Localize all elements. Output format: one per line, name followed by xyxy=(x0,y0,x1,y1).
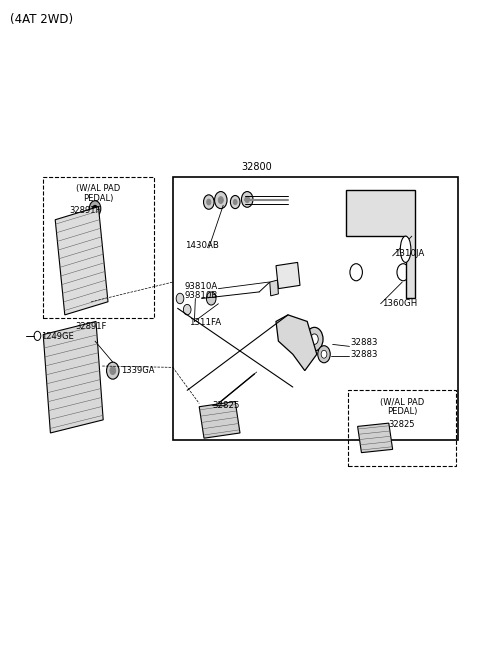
Circle shape xyxy=(233,199,237,205)
Text: 1339GA: 1339GA xyxy=(121,366,155,375)
Circle shape xyxy=(89,201,101,216)
Polygon shape xyxy=(199,401,240,438)
Bar xyxy=(43,177,154,318)
Polygon shape xyxy=(43,321,103,433)
Circle shape xyxy=(306,327,323,351)
Circle shape xyxy=(204,195,214,209)
Text: 32891F: 32891F xyxy=(75,322,107,331)
Polygon shape xyxy=(270,280,278,296)
Text: 32891F: 32891F xyxy=(70,206,101,215)
Circle shape xyxy=(207,199,211,205)
Circle shape xyxy=(107,362,119,379)
Circle shape xyxy=(183,304,191,315)
Polygon shape xyxy=(358,423,393,453)
Circle shape xyxy=(241,192,253,207)
Polygon shape xyxy=(276,262,300,289)
Bar xyxy=(173,177,458,440)
Circle shape xyxy=(311,334,318,344)
Circle shape xyxy=(206,292,216,305)
Circle shape xyxy=(277,268,283,276)
Bar xyxy=(348,390,456,466)
Text: 32883: 32883 xyxy=(350,350,378,359)
Circle shape xyxy=(395,215,407,232)
Polygon shape xyxy=(276,315,317,371)
Text: (W/AL PAD: (W/AL PAD xyxy=(380,398,424,407)
Text: (W/AL PAD: (W/AL PAD xyxy=(76,184,120,194)
Text: 32825: 32825 xyxy=(389,420,415,429)
Text: (4AT 2WD): (4AT 2WD) xyxy=(10,13,73,26)
Text: 93810A: 93810A xyxy=(185,282,218,291)
Text: 1360GH: 1360GH xyxy=(382,298,417,308)
Text: 32800: 32800 xyxy=(241,162,272,173)
Ellipse shape xyxy=(400,236,411,262)
Circle shape xyxy=(318,346,330,363)
Text: 1310JA: 1310JA xyxy=(394,249,424,258)
Circle shape xyxy=(284,267,290,275)
Text: 1311FA: 1311FA xyxy=(189,318,221,327)
Circle shape xyxy=(176,293,184,304)
Circle shape xyxy=(110,367,116,375)
Circle shape xyxy=(291,266,297,274)
Circle shape xyxy=(93,205,97,212)
Text: PEDAL): PEDAL) xyxy=(387,407,417,417)
Circle shape xyxy=(215,192,227,209)
Text: 93810B: 93810B xyxy=(185,291,218,300)
Polygon shape xyxy=(55,207,108,315)
Circle shape xyxy=(218,197,223,203)
Text: 1430AB: 1430AB xyxy=(185,241,219,251)
Circle shape xyxy=(321,350,327,358)
Polygon shape xyxy=(346,190,415,298)
Circle shape xyxy=(350,264,362,281)
Text: 32825: 32825 xyxy=(213,401,240,410)
Circle shape xyxy=(397,264,409,281)
Circle shape xyxy=(350,195,362,212)
Text: 32883: 32883 xyxy=(350,338,378,347)
Circle shape xyxy=(230,195,240,209)
Circle shape xyxy=(245,196,250,203)
Text: PEDAL): PEDAL) xyxy=(83,194,114,203)
Text: 1249GE: 1249GE xyxy=(41,332,73,341)
